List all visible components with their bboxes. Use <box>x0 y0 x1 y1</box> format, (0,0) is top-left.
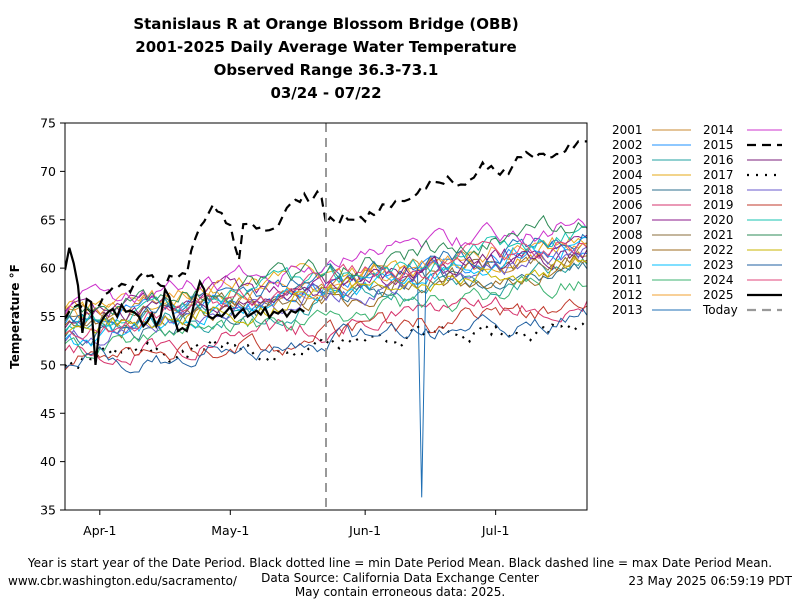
plot-frame <box>64 122 588 511</box>
legend-label: 2014 <box>703 123 734 137</box>
legend-label: 2001 <box>612 123 643 137</box>
y-tick-label: 35 <box>40 503 56 518</box>
legend-item-2013: 2013 <box>612 303 691 317</box>
legend-label: 2020 <box>703 213 734 227</box>
legend-item-Today: Today <box>702 303 782 317</box>
series-line-2015 <box>65 140 587 320</box>
series-line-2007 <box>65 234 587 318</box>
y-tick-label: 70 <box>40 164 56 179</box>
series-line-2020 <box>65 225 587 332</box>
y-tick-label: 40 <box>40 454 56 469</box>
legend-item-2015: 2015 <box>703 138 782 152</box>
legend-label: 2021 <box>703 228 734 242</box>
legend-label: 2012 <box>612 288 643 302</box>
x-tick-label: Jun-1 <box>348 523 381 538</box>
legend-item-2019: 2019 <box>703 198 782 212</box>
legend-label: Today <box>702 303 738 317</box>
legend-label: 2024 <box>703 273 734 287</box>
legend-item-2007: 2007 <box>612 213 691 227</box>
legend-label: 2016 <box>703 153 734 167</box>
legend-label: 2023 <box>703 258 734 272</box>
legend-item-2003: 2003 <box>612 153 691 167</box>
legend-item-2012: 2012 <box>612 288 691 302</box>
footer-timestamp: 23 May 2025 06:59:19 PDT <box>628 574 792 588</box>
chart-title-line-2: 2001-2025 Daily Average Water Temperatur… <box>135 38 516 56</box>
legend-label: 2015 <box>703 138 734 152</box>
series-line-2025 <box>65 247 305 366</box>
legend-item-2006: 2006 <box>612 198 691 212</box>
chart-title: Stanislaus R at Orange Blossom Bridge (O… <box>133 15 518 102</box>
legend-item-2005: 2005 <box>612 183 691 197</box>
legend-label: 2009 <box>612 243 643 257</box>
chart-title-line-3: Observed Range 36.3-73.1 <box>214 61 439 79</box>
legend-item-2017: 2017 <box>703 168 782 182</box>
legend-label: 2018 <box>703 183 734 197</box>
legend-item-2023: 2023 <box>703 258 782 272</box>
legend-label: 2002 <box>612 138 643 152</box>
legend-label: 2011 <box>612 273 643 287</box>
footer-caveat: May contain erroneous data: 2025. <box>294 585 506 599</box>
legend-label: 2010 <box>612 258 643 272</box>
y-tick-label: 65 <box>40 212 56 227</box>
series-line-2011 <box>65 275 587 360</box>
footer-note: Year is start year of the Date Period. B… <box>27 556 773 570</box>
legend-item-2016: 2016 <box>703 153 782 167</box>
x-tick-label: Jul-1 <box>481 523 510 538</box>
legend-item-2008: 2008 <box>612 228 691 242</box>
plot-area <box>65 123 587 510</box>
legend: 2001200220032004200520062007200820092010… <box>612 123 782 317</box>
series-line-2018 <box>65 246 587 346</box>
legend-label: 2008 <box>612 228 643 242</box>
legend-item-2011: 2011 <box>612 273 691 287</box>
chart-title-line-4: 03/24 - 07/22 <box>270 84 381 102</box>
legend-item-2021: 2021 <box>703 228 782 242</box>
legend-item-2002: 2002 <box>612 138 691 152</box>
legend-label: 2006 <box>612 198 643 212</box>
legend-item-2020: 2020 <box>703 213 782 227</box>
legend-label: 2017 <box>703 168 734 182</box>
y-tick-label: 50 <box>40 357 56 372</box>
y-tick-label: 55 <box>40 309 56 324</box>
legend-label: 2004 <box>612 168 643 182</box>
chart-title-line-1: Stanislaus R at Orange Blossom Bridge (O… <box>133 15 518 33</box>
legend-item-2018: 2018 <box>703 183 782 197</box>
y-tick-label: 60 <box>40 261 56 276</box>
legend-label: 2005 <box>612 183 643 197</box>
legend-item-2010: 2010 <box>612 258 691 272</box>
legend-item-2022: 2022 <box>703 243 782 257</box>
x-tick-label: Apr-1 <box>83 523 116 538</box>
legend-label: 2025 <box>703 288 734 302</box>
legend-item-2009: 2009 <box>612 243 691 257</box>
y-tick-label: 75 <box>40 116 56 131</box>
y-tick-label: 45 <box>40 406 56 421</box>
legend-item-2024: 2024 <box>703 273 782 287</box>
legend-label: 2022 <box>703 243 734 257</box>
footer-url[interactable]: www.cbr.washington.edu/sacramento/ <box>8 574 237 588</box>
legend-item-2025: 2025 <box>703 288 782 302</box>
x-tick-label: May-1 <box>211 523 249 538</box>
axes: 35 40 45 50 55 60 65 70 75 Apr-1 May-1 Jun-1 Jul-1 Te… <box>8 116 588 538</box>
legend-item-2001: 2001 <box>612 123 691 137</box>
legend-label: 2007 <box>612 213 643 227</box>
legend-label: 2019 <box>703 198 734 212</box>
legend-item-2014: 2014 <box>703 123 782 137</box>
y-axis-label: Temperature °F <box>8 264 22 369</box>
legend-label: 2003 <box>612 153 643 167</box>
legend-item-2004: 2004 <box>612 168 691 182</box>
legend-label: 2013 <box>612 303 643 317</box>
footer-source: Data Source: California Data Exchange Ce… <box>261 571 539 585</box>
